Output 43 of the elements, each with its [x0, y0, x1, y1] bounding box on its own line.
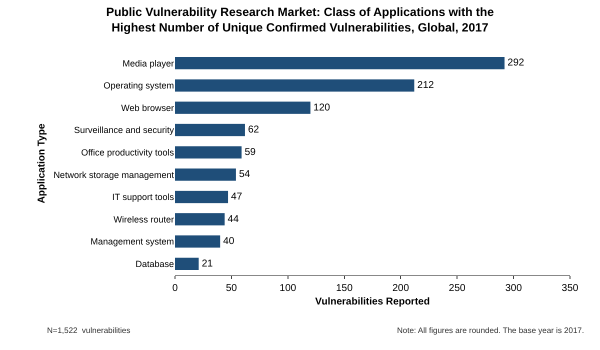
bar: [175, 79, 414, 92]
x-axis-title: Vulnerabilities Reported: [315, 296, 430, 308]
x-tick-label: 200: [392, 283, 410, 294]
bar: [175, 168, 236, 181]
x-tick-label: 50: [226, 283, 238, 294]
y-tick-label: Media player: [122, 58, 174, 68]
data-label: 62: [248, 124, 260, 136]
y-tick-label: Surveillance and security: [74, 125, 174, 136]
data-label: 59: [244, 146, 256, 158]
data-label: 21: [202, 258, 214, 270]
x-tick-label: 250: [448, 283, 466, 294]
bar: [175, 57, 505, 70]
bar: [175, 146, 242, 158]
y-tick-label: Database: [135, 259, 174, 269]
y-tick-label: Office productivity tools: [81, 148, 174, 158]
bar: [175, 190, 228, 204]
bar: [175, 102, 310, 114]
x-tick-label: 0: [172, 283, 178, 294]
data-label: 54: [238, 169, 250, 180]
x-tick-label: 100: [280, 283, 297, 294]
data-label: 212: [417, 80, 434, 91]
data-label: 120: [313, 102, 331, 114]
data-label: 40: [223, 236, 235, 248]
data-label: 292: [508, 58, 525, 69]
y-tick-label: Web browser: [121, 102, 174, 113]
bar: [175, 258, 199, 270]
x-tick-label: 150: [336, 283, 354, 294]
y-tick-label: Management system: [90, 236, 174, 247]
data-label: 47: [231, 191, 243, 202]
bar: [175, 235, 220, 248]
y-tick-label: IT support tools: [112, 192, 174, 202]
text: N=1,522 vulnerabilities: [47, 326, 130, 335]
y-tick-label: Wireless router: [113, 214, 174, 224]
data-label: 44: [228, 214, 240, 225]
bar: [175, 213, 225, 226]
x-tick-label: 350: [562, 283, 579, 294]
x-tick-label: 300: [505, 283, 522, 294]
bar: [175, 124, 245, 136]
y-tick-label: Network storage management: [53, 170, 174, 180]
y-tick-label: Operating system: [103, 80, 174, 91]
y-axis-title: Application Type: [36, 123, 48, 204]
text: Note: All figures are rounded. The base year is 2017.: [397, 326, 584, 335]
chart-title: Public Vulnerability Research Market: Class of Applications with the Highest Number of Unique Confirmed Vulnerabilities, Global, 2017: [106, 4, 494, 34]
